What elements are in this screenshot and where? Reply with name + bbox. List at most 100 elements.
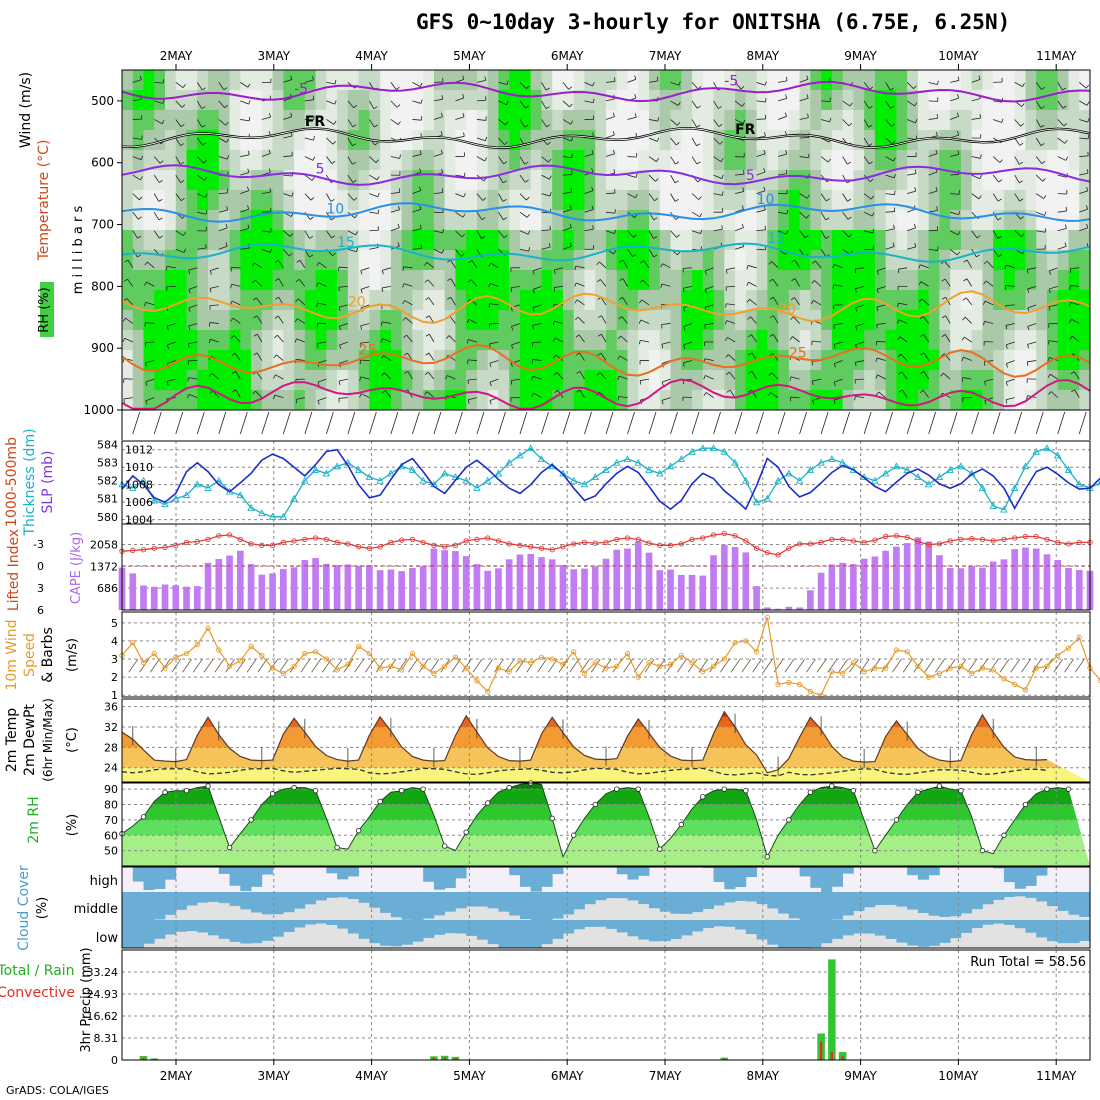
wind-barb xyxy=(338,380,341,386)
rh-cell xyxy=(197,250,209,271)
rh-marker xyxy=(398,787,405,794)
rh-cell xyxy=(788,390,801,411)
thickness-tick-label: 582 xyxy=(97,475,118,488)
wind-barb xyxy=(584,100,594,104)
thickness-marker xyxy=(914,473,922,481)
wind-barb xyxy=(794,259,800,269)
wind-barb xyxy=(208,339,211,344)
rh-cell xyxy=(251,90,263,111)
rh-cell xyxy=(702,230,715,251)
thickness-line xyxy=(121,447,1100,518)
rh-cell xyxy=(702,290,715,311)
rh-cell xyxy=(197,190,209,211)
rh-cell xyxy=(498,70,510,91)
rh-cell xyxy=(186,70,198,91)
wind10m-barb xyxy=(816,659,827,673)
wind-barb xyxy=(763,149,766,154)
rh-cell xyxy=(745,370,758,391)
rh-cell xyxy=(423,330,435,351)
wind10m-marker xyxy=(173,654,179,660)
cloud-cover-bar xyxy=(982,922,994,925)
rh-cell xyxy=(821,130,833,151)
rh-cell xyxy=(519,290,532,311)
wind-barb xyxy=(943,260,951,269)
wind-barb xyxy=(568,86,573,90)
rh-cell xyxy=(831,230,844,251)
wind-barb xyxy=(749,298,757,306)
rh-cell xyxy=(433,70,446,91)
rh-cell xyxy=(627,190,639,211)
wind-barb xyxy=(962,316,966,321)
wind-barb xyxy=(769,315,774,319)
wind-barb xyxy=(420,99,423,104)
cloud-cover-bar xyxy=(541,867,553,887)
wind-barb xyxy=(918,281,922,286)
rh-cell xyxy=(208,190,220,211)
wind-barb xyxy=(317,341,327,344)
cape-bar xyxy=(914,537,922,610)
rh-cell xyxy=(982,170,994,191)
rh-cell xyxy=(509,290,521,311)
lifted-index-side-label: Lifted Index xyxy=(6,529,22,611)
wind10m-marker xyxy=(528,659,534,666)
rh-cell xyxy=(498,310,510,331)
wind-barb xyxy=(579,352,585,361)
rh-cell xyxy=(1046,370,1059,391)
rh-cell xyxy=(627,150,639,171)
rh-cell xyxy=(369,170,381,191)
rh-cell xyxy=(735,330,747,351)
cape-bar xyxy=(871,556,879,610)
rh-cell xyxy=(799,130,811,151)
wind-barb xyxy=(670,119,678,126)
thickness-marker xyxy=(795,476,804,484)
cloud-cover-bar xyxy=(272,895,284,915)
wind10m-barb xyxy=(827,659,838,673)
wind-barb xyxy=(428,297,435,306)
rh-cell xyxy=(272,170,284,191)
thickness-marker xyxy=(1053,451,1062,459)
rh-cell xyxy=(337,290,349,311)
rh-cell xyxy=(659,350,672,371)
wind-barb xyxy=(140,155,143,160)
cloud-cover-bar xyxy=(810,895,822,920)
rh2m-tick-label: 80 xyxy=(104,799,118,812)
wind-barb xyxy=(820,156,829,163)
rh-cell xyxy=(562,270,575,291)
rh-cell xyxy=(681,270,693,291)
wind-barb xyxy=(251,262,255,267)
wind-barb xyxy=(691,82,699,90)
wind-barb xyxy=(849,102,853,107)
rh-cell xyxy=(842,90,854,111)
wind-barb xyxy=(476,137,486,142)
temperature2m-tick-label: 24 xyxy=(104,762,118,775)
precip-total-bar xyxy=(828,959,836,1060)
wind10m-barb xyxy=(128,659,139,673)
rh-cell xyxy=(638,210,650,231)
wind-barb xyxy=(180,124,185,128)
rh-cell xyxy=(132,250,145,271)
wind-barb xyxy=(941,334,946,338)
rh-cell xyxy=(154,150,166,171)
rh-cell xyxy=(971,90,983,111)
rh-cell xyxy=(1046,250,1059,271)
rh-cell xyxy=(143,290,155,311)
wind-barb xyxy=(498,156,504,165)
rh-cell xyxy=(692,270,704,291)
wind-barb xyxy=(359,376,362,381)
wind10m-marker xyxy=(904,649,910,655)
rh-cell xyxy=(218,390,231,411)
rh-cell xyxy=(810,190,822,211)
wind-barb xyxy=(814,280,822,287)
rh-cell xyxy=(735,190,747,211)
rh-cell xyxy=(971,270,983,291)
wind-barb xyxy=(253,352,258,356)
wind-barb xyxy=(756,118,766,120)
rh-cell xyxy=(218,110,231,131)
rh-cell xyxy=(788,170,801,191)
cloud-cover-bar xyxy=(1068,895,1080,915)
wind10m-marker xyxy=(495,665,502,671)
surface-barb xyxy=(325,411,334,435)
rh-cell xyxy=(337,210,349,231)
wind-barb xyxy=(145,397,155,402)
rh-cell xyxy=(853,170,865,191)
